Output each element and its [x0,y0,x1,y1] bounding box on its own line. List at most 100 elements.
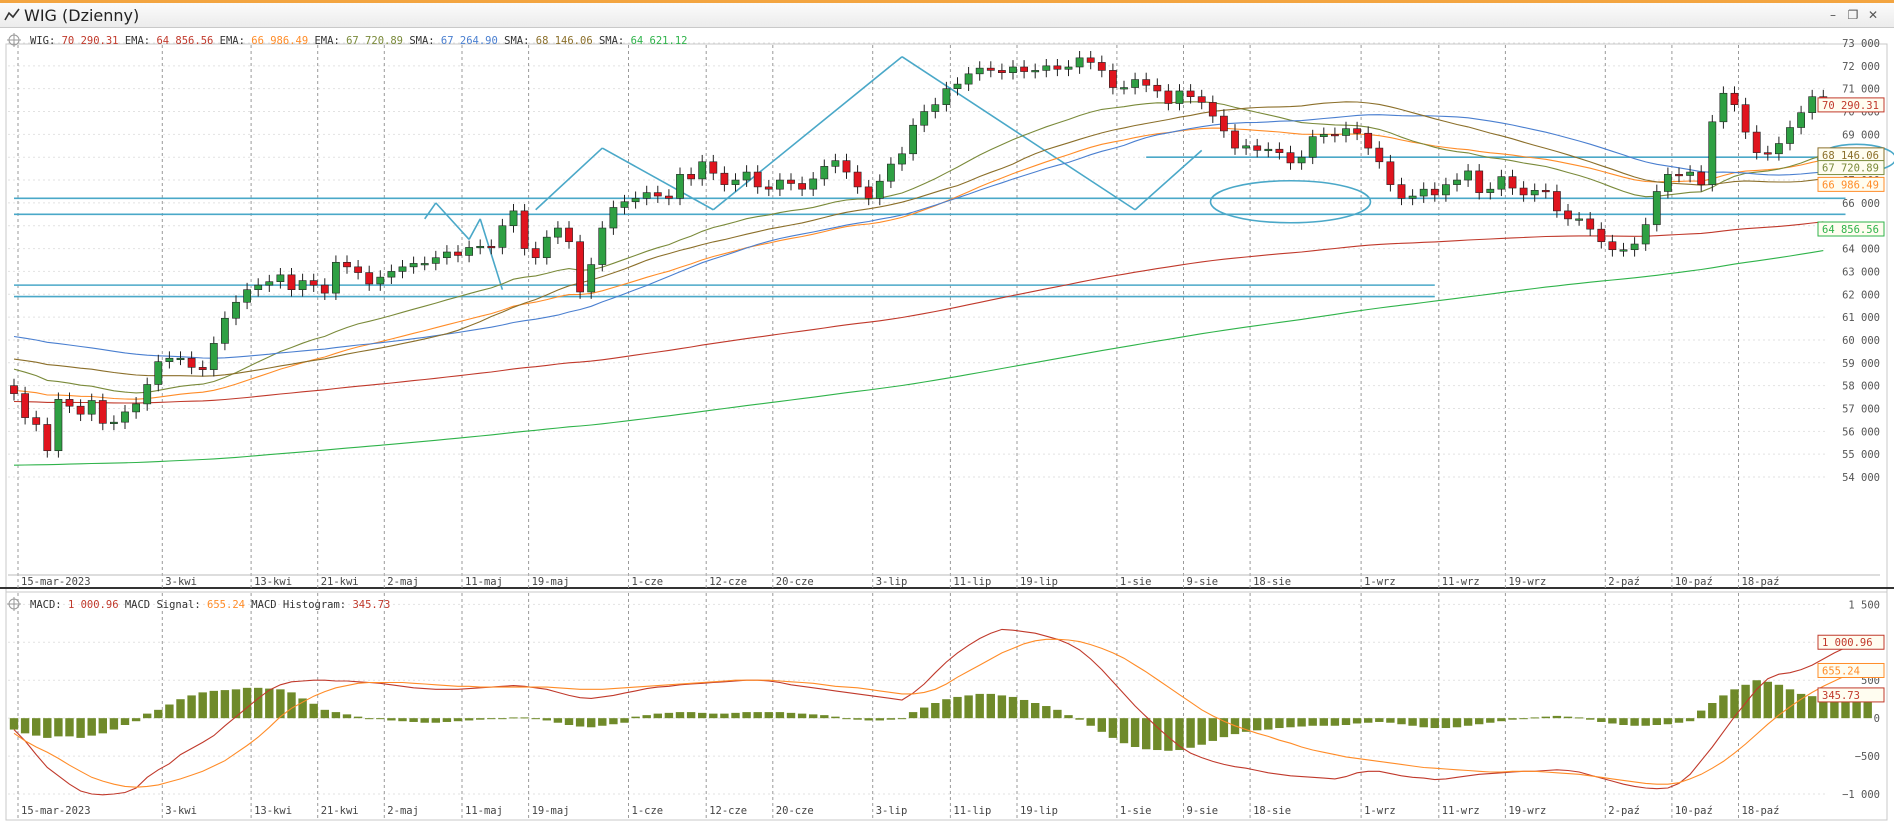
candle-down [1086,57,1095,63]
histogram-bar [775,712,785,719]
legend-value: 64 856.56 [156,35,219,47]
candle-down [565,227,573,243]
histogram-bar [598,718,607,726]
restore-icon[interactable]: ❐ [1847,8,1859,22]
histogram-bar [498,718,507,720]
legend-value: 1 000.96 [68,599,125,611]
histogram-bar [942,699,951,719]
histogram-bar [298,698,307,719]
candle-down [65,399,74,407]
date-tick-label: 12-cze [709,576,747,588]
candle-down [1752,131,1761,153]
candle-up [1319,134,1328,137]
macd-badge-text: 345.73 [1822,690,1860,702]
date-tick-label: 2-maj [387,805,419,817]
histogram-bar [1674,718,1684,723]
histogram-bar [242,687,252,719]
candle-down [709,161,718,174]
histogram-bar [1075,718,1084,720]
histogram-bar [1264,718,1273,730]
histogram-bar [1652,718,1661,725]
date-tick-label: 12-cze [709,805,747,817]
histogram-bar [453,718,463,722]
candle-up [886,163,895,182]
candle-up [1075,57,1084,68]
candle-up [1242,145,1250,149]
price-legend: WIG: 70 290.31 EMA: 64 856.56 EMA: 66 98… [30,35,687,47]
legend-label: MACD Signal: [125,599,207,611]
histogram-bar [43,718,52,738]
candle-down [1253,145,1262,151]
candle-down [21,393,29,418]
legend-value: 68 146.06 [536,35,599,47]
trendline [601,147,714,211]
candle-down [187,357,196,368]
histogram-bar [98,718,107,734]
histogram-bar [1719,695,1728,719]
settings-icon[interactable] [7,33,21,47]
candle-up [931,104,940,112]
histogram-bar [575,718,585,727]
date-tick-label: 15-mar-2023 [21,805,91,817]
histogram-bar [1763,681,1772,719]
date-tick-label: 20-cze [776,805,814,817]
candle-down [454,251,462,256]
date-tick-label: 1-wrz [1364,576,1396,588]
histogram-bar [1863,692,1872,719]
histogram-bar [831,716,840,719]
candle-down [1186,90,1195,97]
histogram-bar [54,718,63,737]
candle-down [1331,134,1339,137]
date-tick-label: 19-wrz [1508,576,1546,588]
candle-down [1364,132,1373,149]
candle-down [1375,147,1384,163]
candle-up [498,225,507,248]
date-tick-label: 1-wrz [1364,805,1396,817]
candle-up [1042,65,1051,71]
histogram-bar [409,718,418,722]
candle-up [442,251,451,259]
legend-label: MACD: [30,599,68,611]
candle-down [1386,161,1395,185]
histogram-bar [797,713,807,719]
candle-up [1786,127,1794,144]
price-tick-label: 54 000 [1842,472,1880,484]
candle-down [1208,102,1217,117]
candle-up [898,153,906,165]
histogram-bar [353,716,363,719]
histogram-bar [431,718,440,723]
histogram-bar [320,709,329,719]
macd-panel [5,591,1888,821]
candle-up [398,266,407,272]
candle-up [1708,121,1717,185]
candle-up [1308,136,1317,158]
candle-up [964,73,973,85]
price-tick-label: 69 000 [1842,129,1880,141]
histogram-bar [287,692,296,719]
minimize-icon[interactable]: – [1830,8,1836,22]
histogram-bar [1142,718,1151,750]
legend-value: 67 264.90 [441,35,504,47]
histogram-bar [953,696,962,719]
histogram-bar [20,718,30,734]
settings-icon[interactable] [7,597,21,611]
candle-down [1020,66,1028,72]
candle-down [1586,218,1595,230]
candle-down [1475,170,1484,193]
candle-down [1697,171,1706,185]
price-badge-text: 68 146.06 [1822,150,1879,162]
candle-down [842,160,851,173]
date-tick-label: 2-paź [1608,805,1640,817]
histogram-bar [1153,718,1162,751]
histogram-bar [1097,718,1106,732]
close-icon[interactable]: ✕ [1867,8,1879,22]
histogram-bar [997,695,1007,719]
date-tick-label: 1-cze [632,576,664,588]
candle-down [1541,190,1550,193]
legend-label: EMA: [220,35,252,47]
date-tick-label: 18-sie [1253,805,1291,817]
histogram-bar [931,703,940,719]
candle-up [1641,224,1650,245]
date-tick-label: 11-wrz [1442,805,1480,817]
